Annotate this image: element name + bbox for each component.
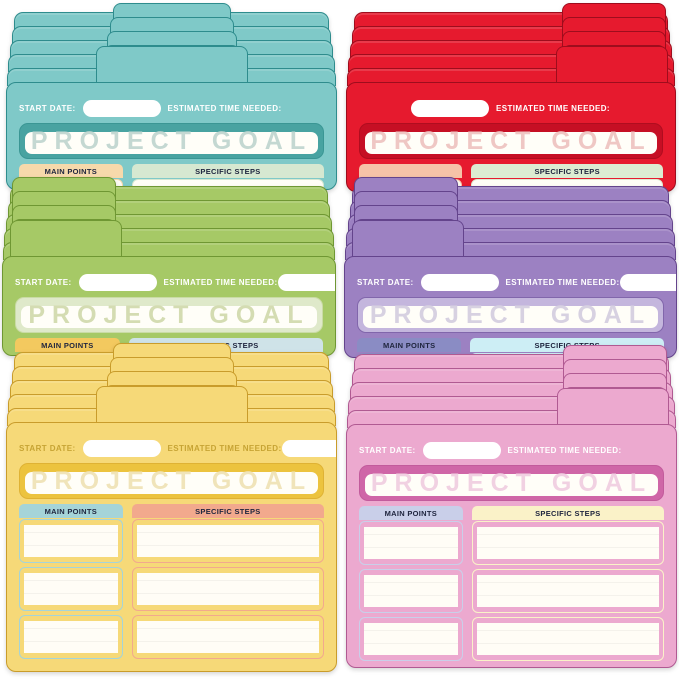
project-goal-writing-area bbox=[25, 472, 318, 494]
estimated-time-field bbox=[281, 439, 336, 457]
project-goal-panel: PROJECT GOAL bbox=[19, 463, 324, 499]
start-date-label: START DATE: bbox=[19, 443, 76, 453]
meta-row: START DATE: ESTIMATED TIME NEEDED: bbox=[19, 439, 336, 457]
start-date-label: START DATE: bbox=[357, 277, 414, 287]
folder-stack-red: ESTIMATED TIME NEEDED: PROJECT GOAL SPEC… bbox=[346, 3, 676, 192]
folder-front: START DATE: ESTIMATED TIME NEEDED: PROJE… bbox=[2, 256, 336, 356]
estimated-time-label: ESTIMATED TIME NEEDED: bbox=[507, 445, 622, 455]
estimated-time-field bbox=[619, 273, 676, 291]
project-goal-panel: PROJECT GOAL bbox=[357, 297, 664, 333]
start-date-label: START DATE: bbox=[19, 103, 76, 113]
start-date-label: START DATE: bbox=[15, 277, 72, 287]
meta-row: START DATE: ESTIMATED TIME NEEDED: bbox=[15, 273, 335, 291]
specific-steps-header: SPECIFIC STEPS bbox=[471, 164, 663, 178]
folder-tab bbox=[95, 46, 248, 88]
specific-steps-cell bbox=[471, 617, 664, 661]
project-goal-panel: PROJECT GOAL bbox=[15, 297, 323, 333]
main-points-cell bbox=[359, 569, 463, 613]
folder-tab bbox=[352, 220, 464, 262]
main-points-header: MAIN POINTS bbox=[359, 506, 463, 520]
project-goal-writing-area bbox=[25, 132, 318, 154]
start-date-field bbox=[411, 99, 489, 117]
folder-stack-purple: START DATE: ESTIMATED TIME NEEDED: PROJE… bbox=[344, 177, 677, 358]
table-header-row: MAIN POINTS SPECIFIC STEPS bbox=[19, 504, 324, 518]
specific-steps-cell bbox=[131, 567, 324, 611]
specific-steps-cell bbox=[131, 179, 324, 189]
start-date-label: START DATE: bbox=[359, 445, 416, 455]
table-row bbox=[359, 617, 664, 661]
folder-tab bbox=[556, 46, 668, 88]
start-date-field bbox=[422, 441, 501, 459]
folder-front: START DATE: ESTIMATED TIME NEEDED: PROJE… bbox=[6, 82, 337, 190]
main-points-header: MAIN POINTS bbox=[357, 338, 462, 352]
estimated-time-label: ESTIMATED TIME NEEDED: bbox=[496, 103, 610, 113]
main-points-cell bbox=[19, 615, 123, 659]
table-header-row: SPECIFIC STEPS bbox=[359, 164, 663, 178]
estimated-time-label: ESTIMATED TIME NEEDED: bbox=[163, 277, 278, 287]
project-goal-panel: PROJECT GOAL bbox=[19, 123, 324, 159]
table-row bbox=[19, 519, 324, 563]
main-points-cell bbox=[19, 567, 123, 611]
project-goal-writing-area bbox=[363, 306, 658, 328]
table-row bbox=[359, 569, 664, 613]
table-rows bbox=[19, 519, 324, 659]
specific-steps-cell bbox=[131, 615, 324, 659]
folder-front: START DATE: ESTIMATED TIME NEEDED: PROJE… bbox=[6, 422, 337, 672]
specific-steps-cell bbox=[471, 569, 664, 613]
main-points-cell bbox=[359, 521, 463, 565]
folder-stack-yellow: START DATE: ESTIMATED TIME NEEDED: PROJE… bbox=[6, 343, 337, 672]
project-goal-watermark: PROJECT GOAL bbox=[30, 126, 313, 155]
project-goal-writing-area bbox=[365, 474, 658, 496]
start-date-field bbox=[82, 439, 161, 457]
folder-front: START DATE: ESTIMATED TIME NEEDED: PROJE… bbox=[346, 424, 677, 668]
folder-tab bbox=[557, 388, 669, 430]
folder-stack-teal: START DATE: ESTIMATED TIME NEEDED: PROJE… bbox=[6, 3, 337, 190]
start-date-field bbox=[82, 99, 161, 117]
estimated-time-label: ESTIMATED TIME NEEDED: bbox=[505, 277, 620, 287]
specific-steps-header: SPECIFIC STEPS bbox=[131, 504, 324, 518]
estimated-time-label: ESTIMATED TIME NEEDED: bbox=[167, 103, 282, 113]
project-goal-watermark: PROJECT GOAL bbox=[369, 300, 652, 329]
specific-steps-header: SPECIFIC STEPS bbox=[471, 506, 664, 520]
table-rows bbox=[359, 521, 664, 661]
project-goal-panel: PROJECT GOAL bbox=[359, 465, 664, 501]
main-points-header: MAIN POINTS bbox=[19, 164, 123, 178]
main-points-cell bbox=[359, 617, 463, 661]
folder-tab bbox=[95, 386, 248, 428]
folder-stack-pink: START DATE: ESTIMATED TIME NEEDED: PROJE… bbox=[346, 345, 677, 668]
project-goal-writing-area bbox=[21, 306, 317, 328]
start-date-field bbox=[78, 273, 157, 291]
meta-row: START DATE: ESTIMATED TIME NEEDED: bbox=[359, 441, 664, 459]
table-row bbox=[19, 567, 324, 611]
folder-tab bbox=[10, 220, 122, 262]
project-goal-panel: PROJECT GOAL bbox=[359, 123, 663, 159]
specific-steps-header: SPECIFIC STEPS bbox=[131, 164, 324, 178]
project-goal-writing-area bbox=[365, 132, 657, 154]
estimated-time-field bbox=[277, 273, 335, 291]
project-goal-watermark: PROJECT GOAL bbox=[30, 466, 313, 495]
main-points-cell bbox=[19, 519, 123, 563]
meta-row: START DATE: ESTIMATED TIME NEEDED: bbox=[19, 99, 324, 117]
meta-row: START DATE: ESTIMATED TIME NEEDED: bbox=[357, 273, 676, 291]
main-points-header: MAIN POINTS bbox=[19, 504, 123, 518]
project-goal-watermark: PROJECT GOAL bbox=[28, 300, 310, 329]
main-points-header bbox=[359, 164, 463, 178]
estimated-time-label: ESTIMATED TIME NEEDED: bbox=[167, 443, 282, 453]
meta-row: ESTIMATED TIME NEEDED: bbox=[359, 99, 663, 117]
start-date-field bbox=[420, 273, 499, 291]
table-header-row: MAIN POINTS SPECIFIC STEPS bbox=[359, 506, 664, 520]
table-row bbox=[19, 615, 324, 659]
project-goal-watermark: PROJECT GOAL bbox=[370, 126, 652, 155]
specific-steps-cell bbox=[471, 521, 664, 565]
folder-front: START DATE: ESTIMATED TIME NEEDED: PROJE… bbox=[344, 256, 677, 358]
project-goal-watermark: PROJECT GOAL bbox=[370, 468, 653, 497]
folder-front: ESTIMATED TIME NEEDED: PROJECT GOAL SPEC… bbox=[346, 82, 676, 192]
main-points-header: MAIN POINTS bbox=[15, 338, 120, 352]
table-header-row: MAIN POINTS SPECIFIC STEPS bbox=[19, 164, 324, 178]
folder-stack-green: START DATE: ESTIMATED TIME NEEDED: PROJE… bbox=[2, 177, 336, 356]
table-row bbox=[359, 521, 664, 565]
specific-steps-cell bbox=[131, 519, 324, 563]
